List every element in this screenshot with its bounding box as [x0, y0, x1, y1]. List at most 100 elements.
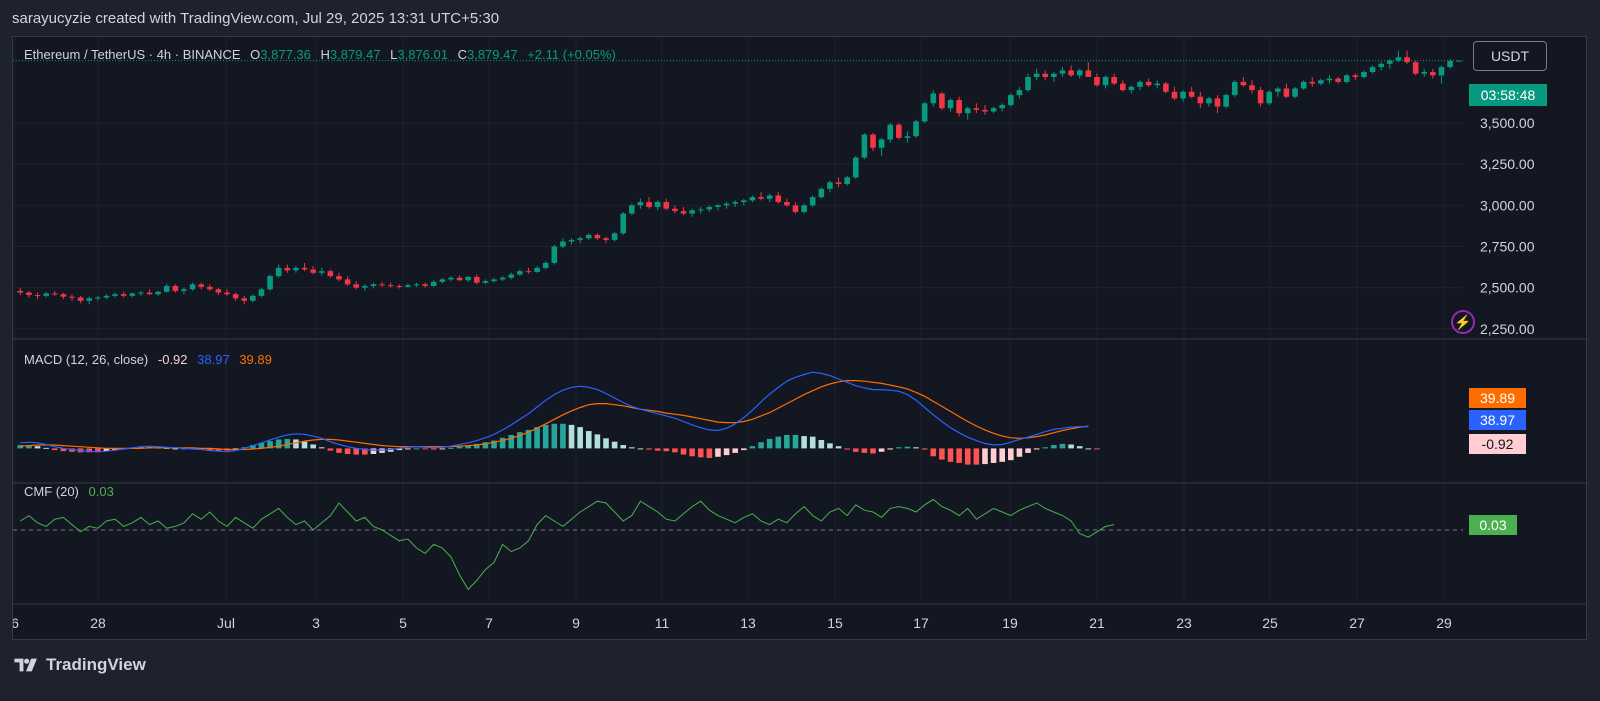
attribution-bar: sarayucyzie created with TradingView.com… — [0, 0, 1600, 36]
bullish-candle — [844, 177, 850, 184]
histogram-bar — [568, 424, 575, 449]
bullish-candle — [430, 281, 437, 286]
histogram-bar — [1059, 443, 1066, 449]
bullish-candle — [577, 238, 583, 240]
cmf-legend[interactable]: CMF (20) 0.03 — [24, 484, 116, 499]
bearish-candle — [956, 100, 962, 114]
time-tick: 9 — [572, 615, 580, 631]
bullish-candle — [1318, 80, 1324, 84]
price-tick: 2,750.00 — [1480, 238, 1535, 254]
bullish-candle — [1154, 83, 1161, 86]
time-tick: 13 — [740, 615, 756, 631]
macd-legend[interactable]: MACD (12, 26, close) -0.92 38.97 39.89 — [24, 352, 274, 367]
close-label: C — [457, 47, 467, 62]
bullish-candle — [1369, 67, 1376, 73]
signal-value-badge: 39.89 — [1469, 388, 1526, 408]
bearish-candle — [26, 292, 32, 296]
time-tick: 17 — [913, 615, 929, 631]
bearish-candle — [77, 297, 84, 301]
macd-signal-line — [20, 380, 1089, 451]
bullish-candle — [629, 205, 635, 214]
bullish-candle — [1438, 67, 1445, 76]
bearish-candle — [939, 93, 945, 109]
brand-name: TradingView — [46, 655, 146, 674]
bullish-candle — [947, 100, 954, 109]
bullish-candle — [499, 277, 506, 280]
histogram-bar — [206, 448, 213, 451]
time-tick: Jul — [217, 615, 235, 631]
bullish-candle — [258, 289, 265, 296]
histogram-bar — [758, 442, 764, 449]
close-value: 3,879.47 — [466, 47, 518, 62]
macd-line — [20, 371, 1089, 453]
cmf-title[interactable]: CMF (20) — [24, 484, 79, 499]
time-axis[interactable]: 6 28 Jul 3 5 7 9 11 13 15 17 19 21 23 25… — [13, 615, 1452, 631]
currency-button[interactable]: USDT — [1473, 41, 1547, 71]
price-tick: 3,500.00 — [1480, 115, 1535, 131]
histogram-bar — [327, 448, 334, 451]
histogram-bar — [275, 439, 282, 449]
bullish-candle — [275, 267, 282, 277]
macd-histogram — [17, 423, 1100, 465]
histogram-bar — [990, 448, 997, 463]
bearish-candle — [835, 182, 842, 184]
tradingview-logo[interactable]: TradingView — [12, 655, 146, 675]
price-axis[interactable]: 3,500.00 3,250.00 3,000.00 2,750.00 2,50… — [1480, 115, 1535, 337]
bearish-candle — [1283, 88, 1290, 97]
bearish-candle — [51, 293, 58, 295]
histogram-bar — [663, 448, 670, 452]
bearish-candle — [1404, 57, 1410, 63]
histogram-bar — [517, 432, 523, 449]
histogram-bar — [680, 448, 687, 455]
bearish-candle — [34, 295, 41, 297]
histogram-bar — [594, 434, 601, 449]
bearish-candle — [1094, 76, 1100, 86]
chart-area[interactable]: 3,500.00 3,250.00 3,000.00 2,750.00 2,50… — [12, 36, 1587, 640]
histogram-bar — [1016, 448, 1023, 457]
histogram-bar — [1025, 448, 1031, 453]
bullish-candle — [1008, 95, 1014, 105]
cmf-line — [20, 498, 1115, 591]
bearish-candle — [1430, 72, 1436, 76]
bearish-candle — [353, 284, 360, 288]
histogram-bar — [525, 429, 532, 449]
histogram-bar — [499, 437, 506, 449]
chart-canvas[interactable]: 3,500.00 3,250.00 3,000.00 2,750.00 2,50… — [13, 37, 1586, 639]
bearish-candle — [387, 285, 394, 287]
bearish-candle — [206, 286, 213, 290]
histogram-bar — [370, 448, 377, 454]
bearish-candle — [1171, 91, 1178, 99]
histogram-bar — [852, 448, 859, 452]
bullish-candle — [465, 276, 471, 281]
lightning-icon[interactable]: ⚡ — [1451, 310, 1475, 334]
bullish-candle — [439, 279, 446, 282]
histogram-bar — [887, 448, 894, 450]
symbol-label[interactable]: Ethereum / TetherUS · 4h · BINANCE — [24, 47, 241, 62]
bullish-candle — [112, 294, 118, 296]
macd-title[interactable]: MACD (12, 26, close) — [24, 352, 149, 367]
histogram-bar — [482, 442, 489, 449]
cmf-legend-value: 0.03 — [88, 484, 114, 499]
bearish-candle — [172, 285, 179, 291]
bullish-candle — [930, 93, 937, 104]
bullish-candle — [732, 202, 738, 204]
histogram-bar — [474, 443, 480, 449]
histogram-bar — [448, 447, 454, 449]
bullish-candle — [551, 246, 558, 263]
histogram-bar — [422, 448, 428, 450]
bearish-candle — [1309, 81, 1316, 84]
price-legend[interactable]: Ethereum / TetherUS · 4h · BINANCE O3,87… — [24, 47, 618, 62]
histogram-bar — [896, 447, 902, 449]
pane-separators[interactable] — [13, 338, 1586, 484]
histogram-bar — [301, 441, 308, 449]
histogram-bar — [95, 448, 101, 453]
bearish-candle — [646, 202, 652, 207]
histogram-bar — [172, 448, 179, 450]
price-tick: 2,500.00 — [1480, 280, 1535, 296]
bearish-candle — [896, 124, 902, 138]
histogram-bar — [112, 448, 118, 451]
histogram-bar — [818, 440, 825, 449]
histogram-bar — [258, 442, 265, 449]
bearish-candle — [594, 234, 601, 239]
bullish-candle — [103, 295, 110, 298]
